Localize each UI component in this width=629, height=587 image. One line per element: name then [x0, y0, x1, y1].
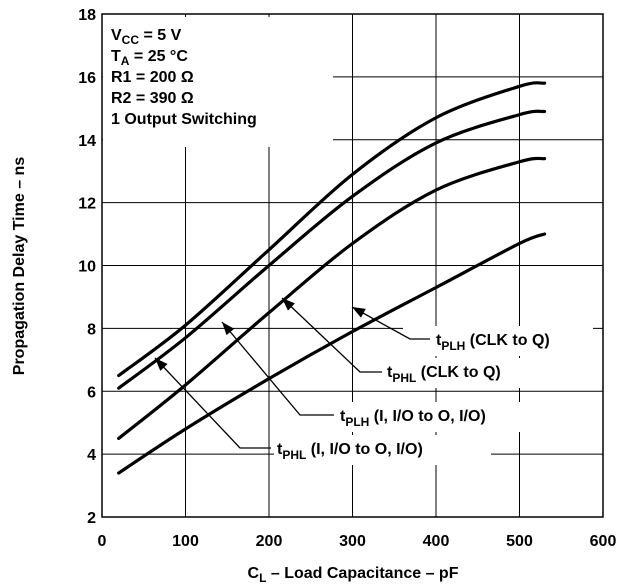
- x-tick-label: 100: [172, 533, 199, 550]
- x-tick-label: 200: [256, 533, 283, 550]
- x-tick-label: 500: [506, 533, 533, 550]
- leader-arrowhead: [352, 307, 366, 318]
- series-label-bg: [274, 435, 491, 465]
- y-tick-label: 10: [78, 259, 96, 276]
- y-tick-label: 4: [87, 447, 96, 464]
- leader-line: [154, 357, 271, 449]
- x-axis-title: CL – Load Capacitance – pF: [248, 565, 459, 585]
- leader-line: [221, 321, 334, 416]
- series-labels: tPLH (CLK to Q) tPHL (CLK to Q) tPLH (I, I…: [274, 326, 593, 465]
- series-label: tPLH (I, I/O to O, I/O): [340, 408, 486, 429]
- leader-arrowhead: [282, 298, 295, 311]
- y-tick-labels: 2 4 6 8 10 12 14 16 18: [78, 7, 96, 527]
- y-tick-label: 6: [87, 384, 96, 401]
- conditions-box: [103, 17, 333, 147]
- y-tick-label: 8: [87, 321, 96, 338]
- series-label-bg: [403, 326, 593, 356]
- series-label: tPHL (I, I/O to O, I/O): [277, 441, 423, 462]
- x-tick-label: 600: [590, 533, 617, 550]
- leader-arrowhead: [222, 322, 235, 336]
- x-tick-label: 400: [423, 533, 450, 550]
- series-label: tPHL (CLK to Q): [387, 364, 501, 385]
- series-label-bg: [384, 358, 561, 388]
- series-curve: [117, 109, 547, 390]
- x-tick-label: 0: [98, 533, 107, 550]
- series-curve: [117, 156, 547, 441]
- y-tick-label: 14: [78, 133, 96, 150]
- series-curve: [117, 81, 547, 378]
- y-axis-title: Propagation Delay Time – ns: [11, 157, 28, 376]
- x-tick-label: 300: [339, 533, 366, 550]
- series-label: tPLH (CLK to Q): [436, 332, 550, 353]
- y-tick-label: 16: [78, 70, 96, 87]
- curves: [117, 81, 547, 475]
- series-curve: [117, 232, 547, 475]
- condition-line: 1 Output Switching: [111, 111, 257, 128]
- y-tick-label: 18: [78, 7, 96, 24]
- leader-line: [351, 306, 430, 340]
- plot-frame: [101, 13, 604, 518]
- x-tick-labels: 0 100 200 300 400 500 600: [98, 533, 617, 550]
- leader-arrowhead: [155, 358, 168, 371]
- condition-line: VCC = 5 V: [111, 27, 182, 47]
- condition-line: TA = 25 °C: [111, 48, 188, 68]
- condition-line: R2 = 390 Ω: [111, 90, 194, 107]
- series-label-bg: [335, 402, 547, 432]
- y-tick-label: 2: [87, 510, 96, 527]
- leader-line: [281, 297, 382, 373]
- condition-line: R1 = 200 Ω: [111, 69, 194, 86]
- conditions-text: VCC = 5 VTA = 25 °CR1 = 200 Ω R2 = 390 Ω 1…: [111, 27, 257, 128]
- series-arrows: [154, 297, 430, 449]
- y-tick-label: 12: [78, 196, 96, 213]
